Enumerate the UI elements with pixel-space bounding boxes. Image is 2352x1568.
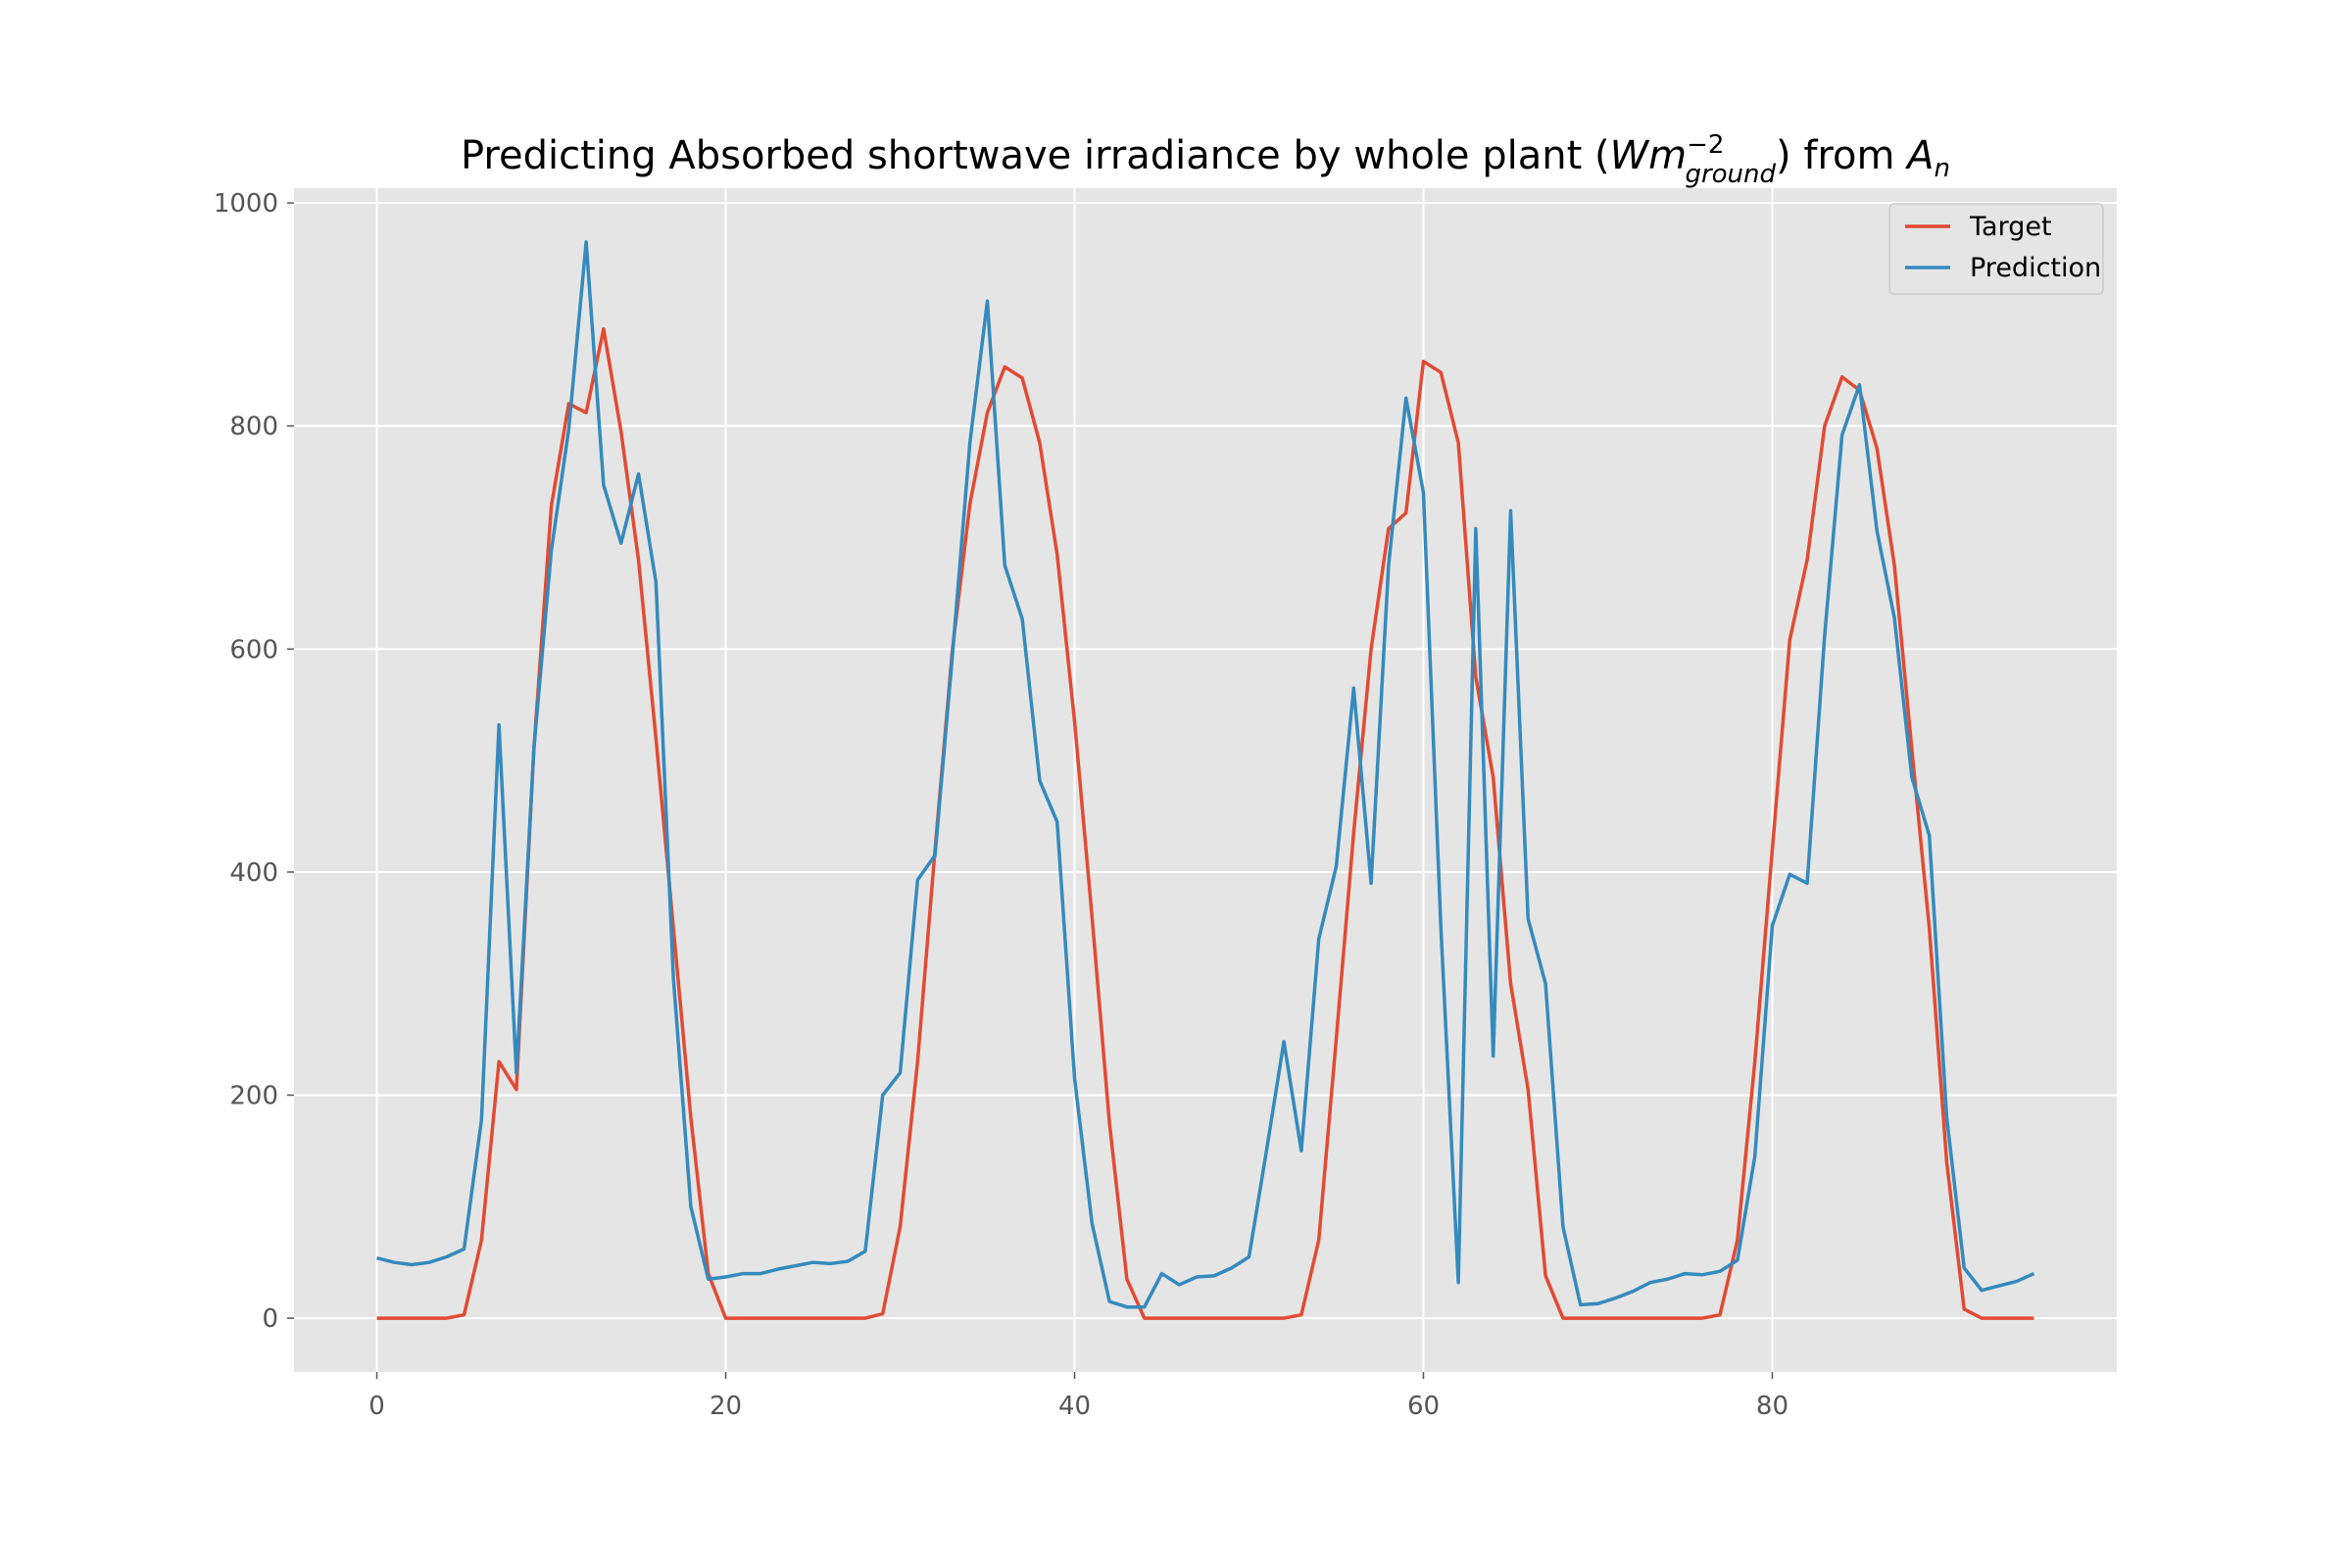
x-tick-label: 20	[710, 1392, 742, 1421]
y-tick-label: 200	[229, 1081, 278, 1110]
plot-area-background	[294, 188, 2117, 1372]
x-axis-ticks: 0 20 40 60 80	[368, 1372, 1788, 1421]
y-tick-label: 600	[229, 635, 278, 664]
x-tick-label: 60	[1407, 1392, 1440, 1421]
legend-label-prediction: Prediction	[1970, 253, 2101, 283]
chart-title-an-sub: n	[1935, 154, 1950, 183]
x-tick-label: 0	[368, 1392, 385, 1421]
chart-title-an-main: A	[1904, 133, 1934, 178]
y-axis-ticks: 0 200 400 600 800 1000	[214, 189, 294, 1334]
series-lines	[376, 240, 2035, 1320]
chart-title-prefix: Predicting Absorbed shortwave irradiance…	[461, 133, 1610, 178]
chart-title: Predicting Absorbed shortwave irradiance…	[461, 130, 1950, 189]
y-tick-label: 0	[262, 1304, 278, 1334]
series-line-prediction	[376, 240, 2035, 1309]
chart-title-unit-main: Wm	[1610, 133, 1688, 178]
chart-title-middle: ) from	[1776, 133, 1907, 178]
y-tick-label: 800	[229, 413, 278, 442]
chart-title-unit-sub: ground	[1685, 160, 1776, 189]
y-tick-label: 1000	[214, 189, 278, 219]
series-line-target	[376, 326, 2034, 1320]
legend-label-target: Target	[1969, 212, 2052, 242]
x-tick-label: 40	[1058, 1392, 1091, 1421]
chart-title-unit-sup: −2	[1687, 130, 1724, 160]
y-tick-label: 400	[229, 858, 278, 888]
x-tick-label: 80	[1756, 1392, 1788, 1421]
legend: Target Prediction	[1888, 203, 2104, 295]
